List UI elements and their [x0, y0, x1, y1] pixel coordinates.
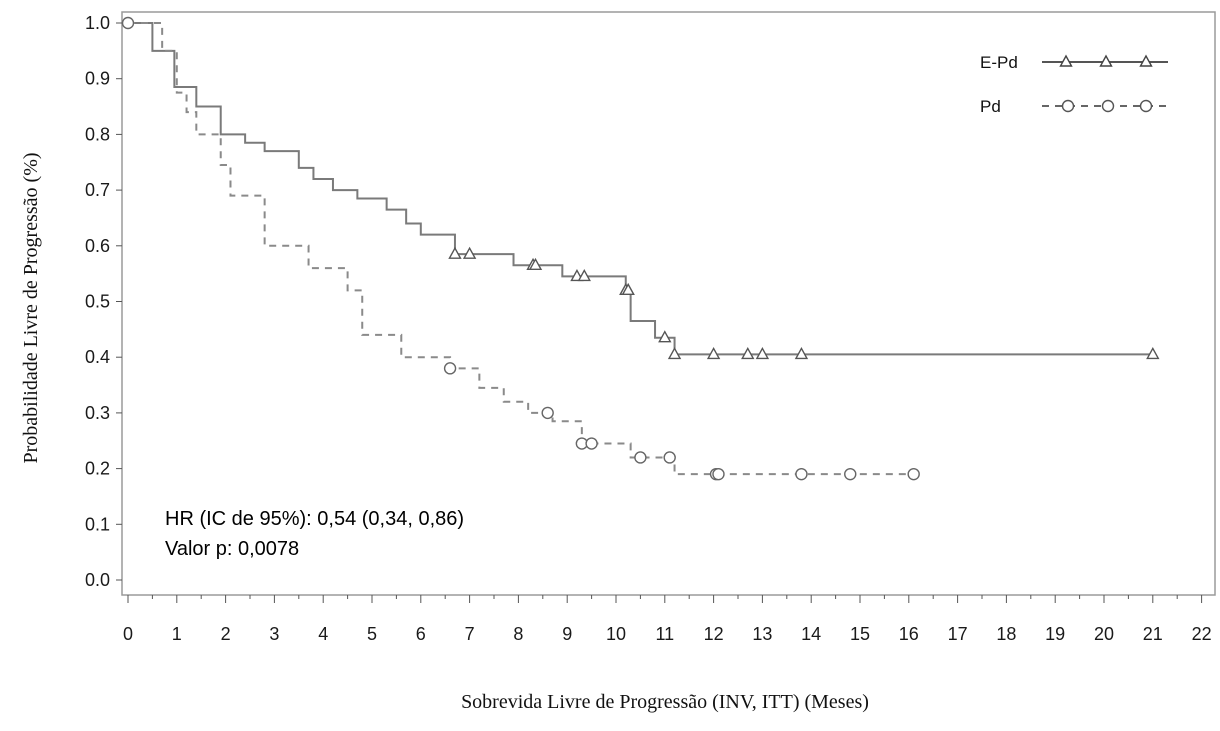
x-axis-title: Sobrevida Livre de Progressão (INV, ITT)…: [461, 691, 869, 713]
legend: E-Pd Pd: [980, 53, 1168, 116]
series-line-e-pd: [128, 22, 1153, 356]
x-axis: 0 1 2 3 4 5 6 7 8 9 10 11 12 13 14 15 16 17 18 19 20 21 22: [123, 595, 1212, 644]
censor-marker-triangle: [706, 346, 721, 360]
censor-marker-triangle: [462, 246, 477, 259]
censor-marker-circle: [795, 467, 808, 481]
y-tick-label: 0.0: [85, 570, 110, 590]
x-tick-label: 10: [606, 624, 626, 644]
x-tick-label: 20: [1094, 624, 1114, 644]
x-tick-label: 5: [367, 624, 377, 644]
x-tick-label: 14: [801, 624, 821, 644]
y-axis-title: Probabilidade Livre de Progressão (%): [20, 152, 42, 463]
censor-marker-triangle: [741, 346, 755, 360]
x-tick-label: 8: [513, 624, 523, 644]
legend-marker-triangle: [1139, 54, 1153, 67]
x-tick-label: 11: [655, 624, 674, 644]
censor-marker-circle: [634, 451, 647, 464]
y-tick-label: 0.8: [85, 124, 110, 144]
x-tick-label: 6: [416, 624, 426, 644]
x-tick-label: 22: [1192, 624, 1212, 644]
p-value-annotation: Valor p: 0,0078: [165, 538, 299, 560]
x-tick-label: 2: [221, 624, 231, 644]
legend-sample-pd: [1042, 99, 1168, 113]
y-tick-label: 0.1: [85, 514, 110, 534]
y-tick-label: 0.6: [85, 236, 110, 256]
legend-marker-circle: [1061, 99, 1075, 113]
censor-marker-triangle: [621, 282, 635, 296]
x-tick-label: 12: [704, 624, 724, 644]
survival-curves: [128, 22, 1153, 476]
censor-markers: [121, 16, 1160, 481]
legend-label-pd: Pd: [980, 97, 1001, 116]
x-tick-label: 9: [562, 624, 572, 644]
y-tick-label: 0.4: [85, 347, 110, 367]
censor-marker-triangle: [1146, 346, 1160, 360]
legend-marker-circle: [1139, 99, 1153, 113]
legend-marker-triangle: [1099, 54, 1113, 67]
x-tick-label: 3: [269, 624, 279, 644]
censor-marker-triangle: [658, 330, 672, 343]
censor-marker-circle: [907, 467, 920, 481]
legend-marker-circle: [1101, 99, 1115, 113]
x-tick-label: 15: [850, 624, 870, 644]
legend-sample-epd: [1042, 54, 1168, 67]
censor-marker-triangle: [755, 346, 770, 360]
x-tick-label: 18: [996, 624, 1016, 644]
censor-marker-triangle: [448, 246, 462, 259]
censor-marker-circle: [121, 16, 135, 30]
censor-marker-circle: [585, 437, 598, 450]
x-tick-label: 7: [465, 624, 475, 644]
censor-marker-triangle: [528, 257, 543, 270]
x-tick-label: 17: [948, 624, 968, 644]
x-tick-label: 13: [752, 624, 772, 644]
y-tick-label: 0.5: [85, 292, 110, 312]
x-tick-label: 0: [123, 624, 133, 644]
legend-label-epd: E-Pd: [980, 53, 1018, 72]
y-tick-label: 0.7: [85, 180, 110, 200]
x-tick-label: 4: [318, 624, 328, 644]
censor-marker-circle: [712, 467, 725, 481]
censor-marker-triangle: [577, 268, 591, 282]
censor-marker-circle: [541, 406, 554, 420]
y-tick-label: 0.2: [85, 459, 110, 479]
x-tick-label: 19: [1045, 624, 1065, 644]
censor-marker-circle: [443, 362, 457, 375]
hazard-ratio-annotation: HR (IC de 95%): 0,54 (0,34, 0,86): [165, 508, 464, 530]
censor-marker-circle: [663, 451, 676, 464]
censor-marker-triangle: [794, 346, 809, 360]
censor-marker-triangle: [667, 346, 682, 360]
series-line-pd: [128, 22, 914, 476]
legend-marker-triangle: [1059, 54, 1073, 67]
x-tick-label: 21: [1143, 624, 1163, 644]
y-tick-label: 0.3: [85, 403, 110, 423]
x-tick-label: 1: [172, 624, 182, 644]
y-tick-label: 1.0: [85, 13, 110, 33]
x-tick-label: 16: [899, 624, 919, 644]
y-axis: 0.0 0.1 0.2 0.3 0.4 0.5 0.6 0.7 0.8 0.9 1.0: [85, 13, 122, 590]
plot-frame: [121, 11, 1216, 596]
y-tick-label: 0.9: [85, 69, 110, 89]
censor-marker-circle: [844, 467, 857, 481]
